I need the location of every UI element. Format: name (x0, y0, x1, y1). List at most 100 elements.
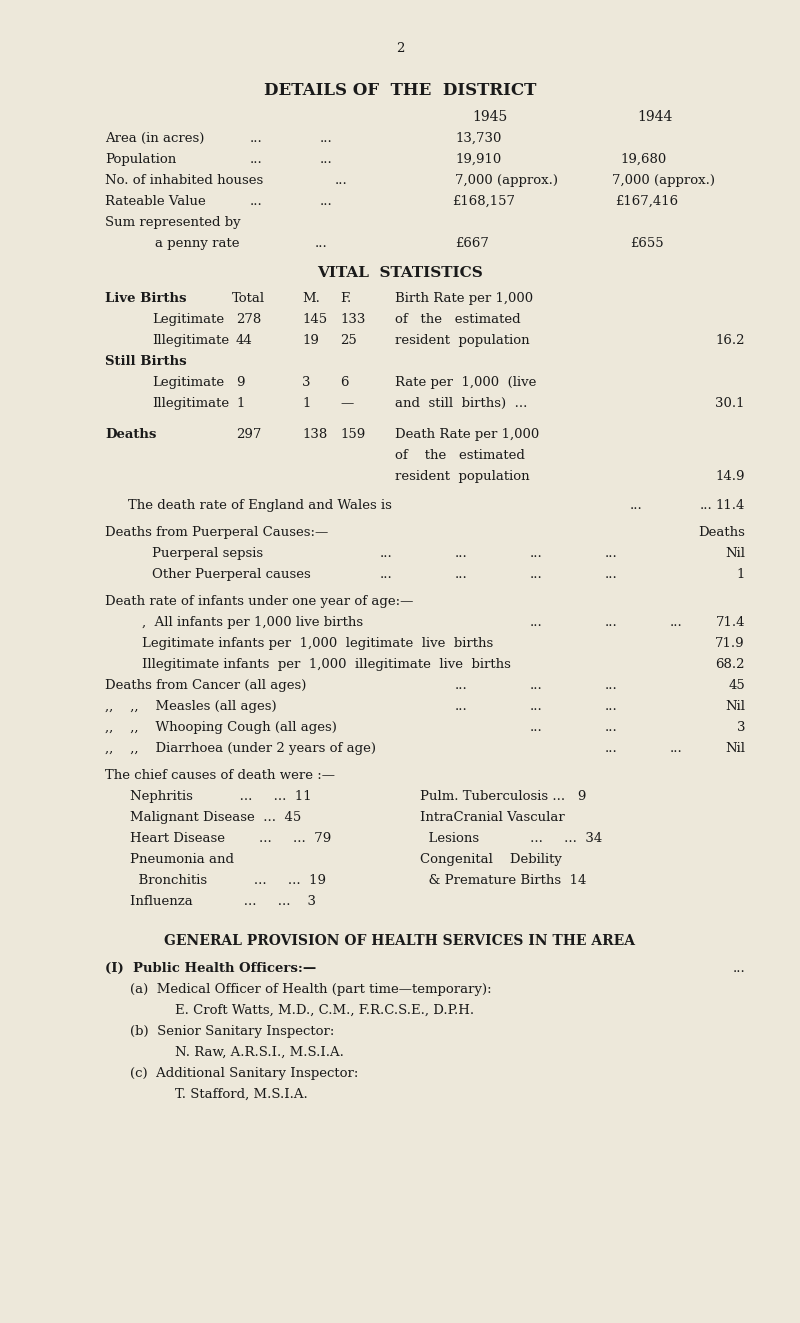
Text: (a)  Medical Officer of Health (part time—temporary):: (a) Medical Officer of Health (part time… (130, 983, 492, 996)
Text: Death Rate per 1,000: Death Rate per 1,000 (395, 429, 539, 441)
Text: Rate per  1,000  (live: Rate per 1,000 (live (395, 376, 536, 389)
Text: 11.4: 11.4 (716, 499, 745, 512)
Text: ...: ... (320, 132, 333, 146)
Text: a penny rate: a penny rate (155, 237, 239, 250)
Text: & Premature Births  14: & Premature Births 14 (420, 875, 586, 886)
Text: Influenza            ...     ...    3: Influenza ... ... 3 (130, 894, 316, 908)
Text: Total: Total (232, 292, 265, 306)
Text: Live Births: Live Births (105, 292, 186, 306)
Text: ...: ... (670, 742, 682, 755)
Text: Death rate of infants under one year of age:—: Death rate of infants under one year of … (105, 595, 414, 609)
Text: M.: M. (302, 292, 320, 306)
Text: 1945: 1945 (472, 110, 508, 124)
Text: Still Births: Still Births (105, 355, 186, 368)
Text: F.: F. (340, 292, 351, 306)
Text: ...: ... (605, 546, 618, 560)
Text: £667: £667 (455, 237, 489, 250)
Text: Illegitimate: Illegitimate (152, 333, 229, 347)
Text: ...: ... (530, 546, 542, 560)
Text: No. of inhabited houses: No. of inhabited houses (105, 175, 263, 187)
Text: E. Croft Watts, M.D., C.M., F.R.C.S.E., D.P.H.: E. Croft Watts, M.D., C.M., F.R.C.S.E., … (175, 1004, 474, 1017)
Text: 45: 45 (728, 679, 745, 692)
Text: ...: ... (315, 237, 328, 250)
Text: Bronchitis           ...     ...  19: Bronchitis ... ... 19 (130, 875, 326, 886)
Text: ...: ... (605, 721, 618, 734)
Text: ...: ... (605, 700, 618, 713)
Text: 1: 1 (236, 397, 244, 410)
Text: ...: ... (320, 194, 333, 208)
Text: 16.2: 16.2 (715, 333, 745, 347)
Text: Legitimate: Legitimate (152, 376, 224, 389)
Text: (c)  Additional Sanitary Inspector:: (c) Additional Sanitary Inspector: (130, 1068, 358, 1080)
Text: ,,    ,,    Measles (all ages): ,, ,, Measles (all ages) (105, 700, 277, 713)
Text: £655: £655 (630, 237, 664, 250)
Text: 14.9: 14.9 (715, 470, 745, 483)
Text: ,  All infants per 1,000 live births: , All infants per 1,000 live births (142, 617, 363, 628)
Text: 9: 9 (236, 376, 245, 389)
Text: Sum represented by: Sum represented by (105, 216, 241, 229)
Text: Legitimate infants per  1,000  legitimate  live  births: Legitimate infants per 1,000 legitimate … (142, 636, 494, 650)
Text: ...: ... (530, 568, 542, 581)
Text: The death rate of England and Wales is: The death rate of England and Wales is (128, 499, 392, 512)
Text: Illegitimate infants  per  1,000  illegitimate  live  births: Illegitimate infants per 1,000 illegitim… (142, 658, 511, 671)
Text: Birth Rate per 1,000: Birth Rate per 1,000 (395, 292, 533, 306)
Text: 297: 297 (236, 429, 262, 441)
Text: ...: ... (380, 568, 393, 581)
Text: The chief causes of death were :—: The chief causes of death were :— (105, 769, 335, 782)
Text: of    the   estimated: of the estimated (395, 448, 525, 462)
Text: N. Raw, A.R.S.I., M.S.I.A.: N. Raw, A.R.S.I., M.S.I.A. (175, 1046, 344, 1058)
Text: ...: ... (250, 153, 262, 165)
Text: resident  population: resident population (395, 333, 530, 347)
Text: 19: 19 (302, 333, 319, 347)
Text: Area (in acres): Area (in acres) (105, 132, 204, 146)
Text: ...: ... (670, 617, 682, 628)
Text: 19,680: 19,680 (620, 153, 666, 165)
Text: 1: 1 (302, 397, 310, 410)
Text: ...: ... (455, 679, 468, 692)
Text: ...: ... (380, 546, 393, 560)
Text: 3: 3 (302, 376, 310, 389)
Text: Pneumonia and: Pneumonia and (130, 853, 234, 867)
Text: 1: 1 (737, 568, 745, 581)
Text: ...: ... (455, 568, 468, 581)
Text: 71.4: 71.4 (715, 617, 745, 628)
Text: Pulm. Tuberculosis ...   9: Pulm. Tuberculosis ... 9 (420, 790, 586, 803)
Text: ...: ... (250, 132, 262, 146)
Text: 13,730: 13,730 (455, 132, 502, 146)
Text: ...: ... (605, 742, 618, 755)
Text: ...: ... (455, 700, 468, 713)
Text: (I)  Public Health Officers:—: (I) Public Health Officers:— (105, 962, 316, 975)
Text: Legitimate: Legitimate (152, 314, 224, 325)
Text: Deaths: Deaths (105, 429, 156, 441)
Text: 25: 25 (340, 333, 357, 347)
Text: Deaths from Cancer (all ages): Deaths from Cancer (all ages) (105, 679, 306, 692)
Text: —: — (340, 397, 354, 410)
Text: ...: ... (320, 153, 333, 165)
Text: 278: 278 (236, 314, 262, 325)
Text: (b)  Senior Sanitary Inspector:: (b) Senior Sanitary Inspector: (130, 1025, 334, 1039)
Text: ...: ... (700, 499, 713, 512)
Text: 30.1: 30.1 (715, 397, 745, 410)
Text: Puerperal sepsis: Puerperal sepsis (152, 546, 263, 560)
Text: Population: Population (105, 153, 176, 165)
Text: Rateable Value: Rateable Value (105, 194, 206, 208)
Text: ...: ... (530, 700, 542, 713)
Text: 159: 159 (340, 429, 366, 441)
Text: ...: ... (455, 546, 468, 560)
Text: 68.2: 68.2 (715, 658, 745, 671)
Text: GENERAL PROVISION OF HEALTH SERVICES IN THE AREA: GENERAL PROVISION OF HEALTH SERVICES IN … (165, 934, 635, 949)
Text: ...: ... (530, 721, 542, 734)
Text: Lesions            ...     ...  34: Lesions ... ... 34 (420, 832, 602, 845)
Text: 1944: 1944 (638, 110, 673, 124)
Text: 138: 138 (302, 429, 327, 441)
Text: Nil: Nil (725, 546, 745, 560)
Text: Deaths from Puerperal Causes:—: Deaths from Puerperal Causes:— (105, 527, 328, 538)
Text: and  still  births)  ...: and still births) ... (395, 397, 527, 410)
Text: £167,416: £167,416 (615, 194, 678, 208)
Text: ...: ... (732, 962, 745, 975)
Text: Nil: Nil (725, 700, 745, 713)
Text: ,,    ,,    Diarrhoea (under 2 years of age): ,, ,, Diarrhoea (under 2 years of age) (105, 742, 376, 755)
Text: ...: ... (530, 617, 542, 628)
Text: ...: ... (605, 679, 618, 692)
Text: 7,000 (approx.): 7,000 (approx.) (455, 175, 558, 187)
